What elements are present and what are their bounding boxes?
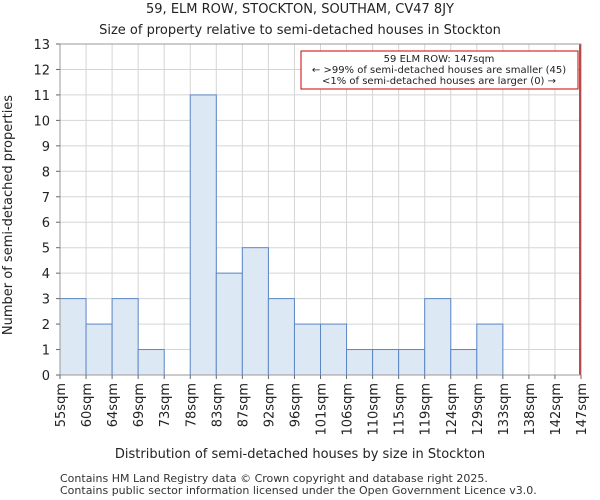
x-tick-label: 138sqm	[523, 383, 538, 436]
x-tick-label: 119sqm	[419, 383, 434, 436]
bar	[267, 298, 295, 376]
bar	[137, 349, 165, 376]
x-tick-label: 78sqm	[184, 383, 199, 427]
bar	[241, 247, 269, 376]
x-tick-label: 142sqm	[549, 383, 564, 436]
annotation-line-2: ← >99% of semi-detached houses are small…	[312, 65, 566, 76]
bar	[293, 323, 322, 376]
bar	[189, 94, 217, 376]
y-tick-label: 5	[42, 242, 50, 257]
chart-title: 59, ELM ROW, STOCKTON, SOUTHAM, CV47 8JY	[146, 2, 454, 17]
bar	[450, 349, 478, 376]
bar	[476, 323, 504, 376]
y-tick-label: 9	[42, 140, 50, 155]
bar	[424, 298, 452, 376]
x-tick-label: 129sqm	[471, 383, 486, 436]
x-tick-label: 55sqm	[54, 383, 69, 427]
x-tick-label: 110sqm	[367, 383, 382, 436]
y-tick-label: 3	[42, 293, 50, 308]
x-tick-label: 147sqm	[575, 383, 590, 436]
bar	[111, 298, 139, 376]
y-tick-label: 0	[42, 369, 50, 384]
x-tick-label: 96sqm	[288, 383, 303, 427]
footer-line-2: Contains public sector information licen…	[60, 484, 537, 497]
y-tick-label: 4	[42, 267, 50, 282]
x-tick-label: 60sqm	[80, 383, 95, 427]
y-tick-label: 7	[42, 191, 50, 206]
y-tick-label: 1	[42, 344, 50, 359]
x-tick-label: 73sqm	[158, 383, 173, 427]
chart-subtitle: Size of property relative to semi-detach…	[99, 23, 501, 38]
x-tick-label: 106sqm	[341, 383, 356, 436]
y-tick-label: 2	[42, 318, 50, 333]
x-tick-label: 64sqm	[106, 383, 121, 427]
x-tick-label: 83sqm	[210, 383, 225, 427]
x-tick-label: 87sqm	[236, 383, 251, 427]
x-tick-label: 115sqm	[393, 383, 408, 436]
bar	[372, 349, 400, 376]
annotation-line-1: 59 ELM ROW: 147sqm	[384, 54, 495, 65]
annotation-border	[300, 50, 579, 90]
y-tick-label: 11	[33, 89, 50, 104]
y-tick-label: 6	[42, 216, 50, 231]
x-tick-label: 124sqm	[445, 383, 460, 436]
y-tick-label: 12	[33, 63, 50, 78]
bar	[85, 323, 113, 376]
y-tick-label: 8	[42, 165, 50, 180]
bar	[398, 349, 426, 376]
x-tick-label: 133sqm	[497, 383, 512, 436]
annotation-box: 59 ELM ROW: 147sqm ← >99% of semi-detach…	[300, 50, 579, 90]
annotation-line-3: <1% of semi-detached houses are larger (…	[322, 76, 556, 87]
x-axis-ticks: 55sqm 60sqm 64sqm 69sqm 73sqm 78sqm 83sqm 87sqm…	[54, 375, 590, 436]
footer-line-1: Contains HM Land Registry data © Crown c…	[60, 472, 488, 485]
bar	[215, 272, 243, 376]
x-tick-label: 101sqm	[315, 383, 330, 436]
bar	[346, 349, 374, 376]
y-tick-label: 10	[33, 114, 50, 129]
bars	[59, 94, 504, 376]
bar	[59, 298, 87, 376]
y-axis-label: Number of semi-detached properties	[1, 95, 16, 335]
x-tick-label: 92sqm	[262, 383, 277, 427]
bar	[320, 323, 348, 376]
x-tick-label: 69sqm	[132, 383, 147, 427]
x-axis-label: Distribution of semi-detached houses by …	[115, 447, 485, 462]
y-tick-label: 13	[33, 38, 50, 53]
